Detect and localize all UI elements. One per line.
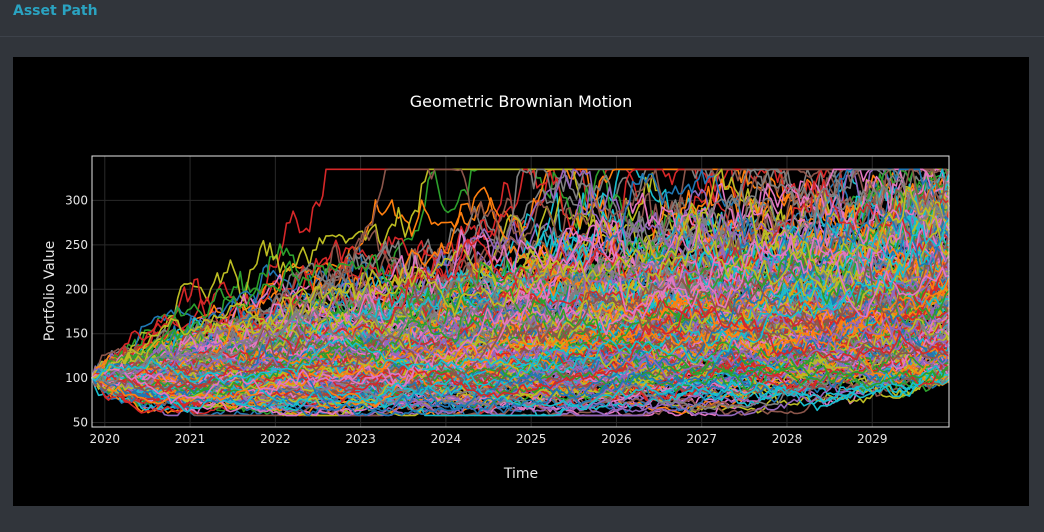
x-tick-label: 2023 — [345, 432, 376, 446]
series-line — [91, 168, 950, 386]
series-line — [91, 247, 950, 380]
y-axis-ticks: 50 100 150 200 250 300 — [65, 193, 88, 429]
chart-svg: Geometric Brownian Motion 2020 2021 2022 20… — [42, 92, 950, 482]
y-tick-label: 150 — [65, 327, 88, 341]
top-bar: Asset Path — [0, 0, 1044, 37]
x-tick-label: 2026 — [601, 432, 632, 446]
series-line — [91, 277, 950, 405]
series-line — [91, 168, 950, 385]
series-line — [91, 339, 950, 398]
x-axis-ticks: 2020 2021 2022 2023 2024 2025 2026 2027 2028 2029 — [90, 432, 888, 446]
series-line — [91, 291, 950, 379]
x-tick-label: 2024 — [431, 432, 462, 446]
x-tick-label: 2020 — [90, 432, 121, 446]
x-axis-label: Time — [503, 466, 538, 482]
x-tick-label: 2022 — [260, 432, 291, 446]
series-line — [91, 304, 950, 399]
page-title: Asset Path — [13, 3, 98, 19]
x-tick-label: 2027 — [686, 432, 717, 446]
series-line — [91, 251, 950, 392]
series-line — [91, 311, 950, 401]
y-tick-label: 300 — [65, 193, 88, 207]
x-tick-label: 2028 — [772, 432, 803, 446]
y-axis-label: Portfolio Value — [42, 241, 58, 342]
y-tick-label: 200 — [65, 282, 88, 296]
y-tick-label: 50 — [73, 416, 88, 430]
chart-panel: Geometric Brownian Motion 2020 2021 2022 20… — [13, 57, 1029, 506]
series-line — [91, 285, 950, 395]
x-tick-label: 2021 — [175, 432, 206, 446]
y-tick-label: 250 — [65, 238, 88, 252]
series-line — [91, 224, 950, 405]
series-line — [91, 187, 950, 379]
series-line — [91, 341, 950, 408]
y-tick-label: 100 — [65, 371, 88, 385]
plot-frame — [91, 155, 950, 428]
x-tick-label: 2029 — [857, 432, 888, 446]
x-tick-label: 2025 — [516, 432, 547, 446]
series-paths — [91, 168, 950, 417]
series-line — [91, 262, 950, 393]
chart-title: Geometric Brownian Motion — [410, 92, 633, 111]
series-line — [91, 219, 950, 384]
